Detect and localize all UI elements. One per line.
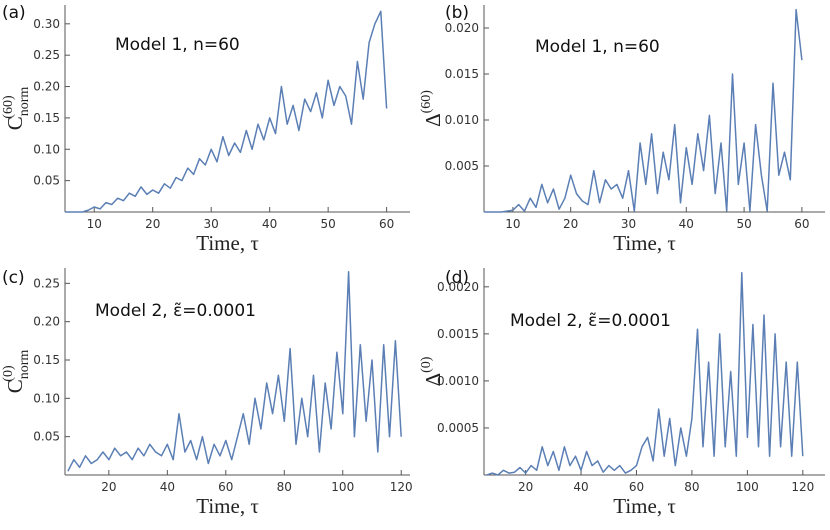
panel-label: (c) xyxy=(2,268,25,288)
panel-label: (b) xyxy=(445,3,469,23)
y-tick-label: 0.0015 xyxy=(437,327,479,341)
x-axis-label: Time, τ xyxy=(196,494,259,518)
x-tick-label: 20 xyxy=(101,480,116,494)
y-label-sup: (0) xyxy=(1,365,16,382)
x-tick-label: 30 xyxy=(621,217,636,231)
x-tick-label: 100 xyxy=(736,480,759,494)
y-axis-label: Cnorm(0) xyxy=(1,350,32,394)
annotation: Model 2, ε̃=0.0001 xyxy=(95,301,256,321)
y-tick-label: 0.20 xyxy=(33,315,60,329)
annotation: Model 1, n=60 xyxy=(535,37,660,57)
data-line xyxy=(67,271,402,472)
y-tick-label: 0.005 xyxy=(445,159,479,173)
x-tick-label: 120 xyxy=(390,480,413,494)
x-tick-label: 60 xyxy=(379,217,394,231)
y-label-sub: norm xyxy=(17,87,32,117)
data-line xyxy=(484,8,803,213)
y-axis-label: Δ(0) xyxy=(419,356,445,386)
y-tick-label: 0.25 xyxy=(33,48,60,62)
x-tick-label: 80 xyxy=(684,480,699,494)
x-tick-label: 50 xyxy=(320,217,335,231)
panel-label: (a) xyxy=(2,3,26,23)
y-tick-label: 0.05 xyxy=(33,430,60,444)
y-tick-label: 0.15 xyxy=(33,353,60,367)
x-tick-label: 120 xyxy=(791,480,814,494)
y-tick-label: 0.10 xyxy=(33,391,60,405)
y-label-base: Δ xyxy=(421,113,445,127)
y-tick-label: 0.0020 xyxy=(437,280,479,294)
annotation: Model 2, ε̃=0.0001 xyxy=(510,311,671,331)
x-tick-label: 60 xyxy=(218,480,233,494)
data-line xyxy=(486,271,804,476)
y-tick-label: 0.0010 xyxy=(437,374,479,388)
y-label-base: C xyxy=(3,379,27,393)
y-tick-label: 0.25 xyxy=(33,276,60,290)
y-tick-label: 0.010 xyxy=(445,113,479,127)
annotation: Model 1, n=60 xyxy=(115,35,240,55)
y-axis-label: Cnorm(60) xyxy=(1,87,32,131)
x-tick-label: 80 xyxy=(277,480,292,494)
y-label-sub: norm xyxy=(17,350,32,380)
y-tick-label: 0.015 xyxy=(445,67,479,81)
panel-label: (d) xyxy=(445,268,469,288)
x-tick-label: 40 xyxy=(679,217,694,231)
x-tick-label: 20 xyxy=(518,480,533,494)
y-axis-label: Δ(60) xyxy=(419,90,445,127)
y-tick-label: 0.20 xyxy=(33,80,60,94)
y-tick-label: 0.020 xyxy=(445,21,479,35)
x-axis-label: Time, τ xyxy=(613,494,676,518)
y-label-base: C xyxy=(3,116,27,130)
y-tick-label: 0.05 xyxy=(33,174,60,188)
x-tick-label: 50 xyxy=(736,217,751,231)
x-tick-label: 40 xyxy=(160,480,175,494)
y-tick-label: 0.15 xyxy=(33,111,60,125)
y-tick-label: 0.10 xyxy=(33,142,60,156)
x-axis-label: Time, τ xyxy=(613,231,676,255)
x-tick-label: 60 xyxy=(629,480,644,494)
x-tick-label: 10 xyxy=(505,217,520,231)
y-label-sup: (0) xyxy=(419,356,434,373)
y-tick-label: 0.30 xyxy=(33,17,60,31)
y-tick-label: 0.0005 xyxy=(437,421,479,435)
x-tick-label: 20 xyxy=(563,217,578,231)
x-tick-label: 40 xyxy=(573,480,588,494)
x-tick-label: 100 xyxy=(331,480,354,494)
y-label-sup: (60) xyxy=(1,95,16,119)
x-tick-label: 40 xyxy=(262,217,277,231)
data-line xyxy=(65,10,388,213)
x-axis-label: Time, τ xyxy=(196,231,259,255)
x-tick-label: 30 xyxy=(204,217,219,231)
x-tick-label: 10 xyxy=(87,217,102,231)
y-label-base: Δ xyxy=(421,373,445,387)
y-label-sup: (60) xyxy=(419,90,434,114)
x-tick-label: 60 xyxy=(794,217,809,231)
x-tick-label: 20 xyxy=(145,217,160,231)
